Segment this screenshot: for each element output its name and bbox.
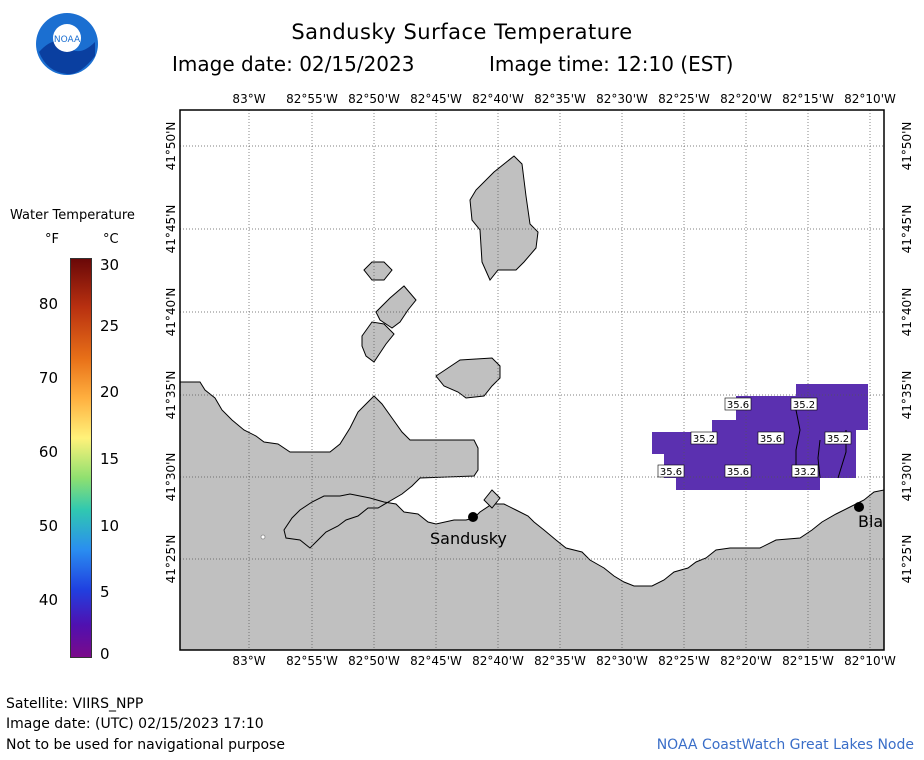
legend-f-tick: 60 <box>38 443 58 461</box>
image-date-label: Image date: 02/15/2023 <box>172 52 415 76</box>
lon-label-top: 82°50'W <box>348 92 400 106</box>
lat-label-left: 41°45'N <box>164 204 178 254</box>
temp-label: 33.2 <box>791 464 819 478</box>
lon-label-top: 82°45'W <box>410 92 462 106</box>
noaa-logo: NOAA <box>35 12 99 76</box>
land-mainland <box>180 381 884 650</box>
lon-label-top: 83°W <box>232 92 266 106</box>
temp-value: 35.6 <box>760 434 782 445</box>
lon-label-top: 82°25'W <box>658 92 710 106</box>
city-marker-bla <box>854 502 864 512</box>
lon-label-bottom: 82°55'W <box>286 654 338 668</box>
temp-value: 35.6 <box>660 467 682 478</box>
lon-label-bottom: 82°25'W <box>658 654 710 668</box>
lat-label-right: 41°50'N <box>900 121 914 171</box>
temp-label: 35.6 <box>757 431 785 445</box>
lat-label-left: 41°50'N <box>164 121 178 171</box>
land-dot <box>260 534 266 540</box>
land-island-pelee <box>469 155 539 281</box>
satellite-label: Satellite: VIIRS_NPP <box>6 696 144 712</box>
lon-label-bottom: 82°40'W <box>472 654 524 668</box>
temp-label: 35.2 <box>824 431 852 445</box>
legend-f-tick: 40 <box>38 591 58 609</box>
lon-label-top: 82°35'W <box>534 92 586 106</box>
temp-value: 35.2 <box>827 434 849 445</box>
credit-label: NOAA CoastWatch Great Lakes Node <box>656 737 914 753</box>
land-island-3 <box>375 285 417 329</box>
lat-label-left: 41°25'N <box>164 534 178 584</box>
lat-label-right: 41°45'N <box>900 204 914 254</box>
lat-label-right: 41°30'N <box>900 452 914 502</box>
lon-label-bottom: 82°10'W <box>844 654 896 668</box>
page-title: Sandusky Surface Temperature <box>291 20 633 44</box>
legend-unit-c: °C <box>103 232 119 247</box>
legend-c-tick: 0 <box>100 645 110 663</box>
temp-label: 35.6 <box>724 397 752 411</box>
lon-label-bottom: 82°50'W <box>348 654 400 668</box>
city-marker-sandusky <box>468 512 478 522</box>
lat-label-right: 41°25'N <box>900 534 914 584</box>
land-island-1 <box>435 357 501 399</box>
legend-c-tick: 20 <box>100 383 120 401</box>
legend-f-tick: 80 <box>38 295 58 313</box>
temp-label: 35.2 <box>690 431 718 445</box>
land-island-2 <box>363 261 393 281</box>
legend-unit-f: °F <box>45 232 59 247</box>
temp-labels: 35.6 35.2 35.2 35.6 35.2 35.6 35.6 33.2 <box>657 397 852 478</box>
legend-c-tick: 10 <box>100 517 120 535</box>
legend-f-tick: 70 <box>38 369 58 387</box>
temp-label: 35.6 <box>724 464 752 478</box>
lon-label-top: 82°30'W <box>596 92 648 106</box>
disclaimer: Not to be used for navigational purpose <box>6 737 285 753</box>
legend-colorbar <box>70 258 92 658</box>
image-time-label: Image time: 12:10 (EST) <box>489 52 734 76</box>
temp-value: 35.2 <box>693 434 715 445</box>
map-gridlines <box>180 110 884 650</box>
temp-value: 35.6 <box>727 400 749 411</box>
legend-title: Water Temperature <box>10 208 135 223</box>
city-label-bla: Bla <box>858 512 883 531</box>
isotherm-line-2 <box>817 439 821 479</box>
lon-label-bottom: 82°20'W <box>720 654 772 668</box>
map-frame <box>179 109 885 651</box>
legend-c-tick: 30 <box>100 256 120 274</box>
temp-label: 35.2 <box>790 397 818 411</box>
lon-label-top: 82°40'W <box>472 92 524 106</box>
temp-value: 35.2 <box>793 400 815 411</box>
temp-value: 33.2 <box>794 467 816 478</box>
legend-c-tick: 25 <box>100 317 120 335</box>
legend-f-tick: 50 <box>38 517 58 535</box>
lon-label-top: 82°15'W <box>782 92 834 106</box>
lat-label-left: 41°30'N <box>164 452 178 502</box>
isotherm-line-1 <box>795 409 801 478</box>
noaa-logo-text: NOAA <box>54 35 81 45</box>
lon-label-top: 82°10'W <box>844 92 896 106</box>
land-islet-sandusky <box>483 489 501 509</box>
lon-label-bottom: 82°30'W <box>596 654 648 668</box>
lat-label-right: 41°40'N <box>900 287 914 337</box>
lon-label-bottom: 83°W <box>232 654 266 668</box>
lat-label-left: 41°35'N <box>164 370 178 420</box>
noaa-logo-icon: NOAA <box>36 13 98 75</box>
legend-c-tick: 15 <box>100 450 120 468</box>
lon-label-top: 82°55'W <box>286 92 338 106</box>
land-island-4 <box>361 321 395 363</box>
temp-value: 35.6 <box>727 467 749 478</box>
lon-label-bottom: 82°45'W <box>410 654 462 668</box>
temp-label: 35.6 <box>657 464 685 478</box>
lat-label-right: 41°35'N <box>900 370 914 420</box>
lon-label-top: 82°20'W <box>720 92 772 106</box>
city-label-sandusky: Sandusky <box>430 529 507 548</box>
lon-label-bottom: 82°15'W <box>782 654 834 668</box>
utc-date-label: Image date: (UTC) 02/15/2023 17:10 <box>6 716 264 732</box>
lon-label-bottom: 82°35'W <box>534 654 586 668</box>
lat-label-left: 41°40'N <box>164 287 178 337</box>
legend-c-tick: 5 <box>100 583 110 601</box>
